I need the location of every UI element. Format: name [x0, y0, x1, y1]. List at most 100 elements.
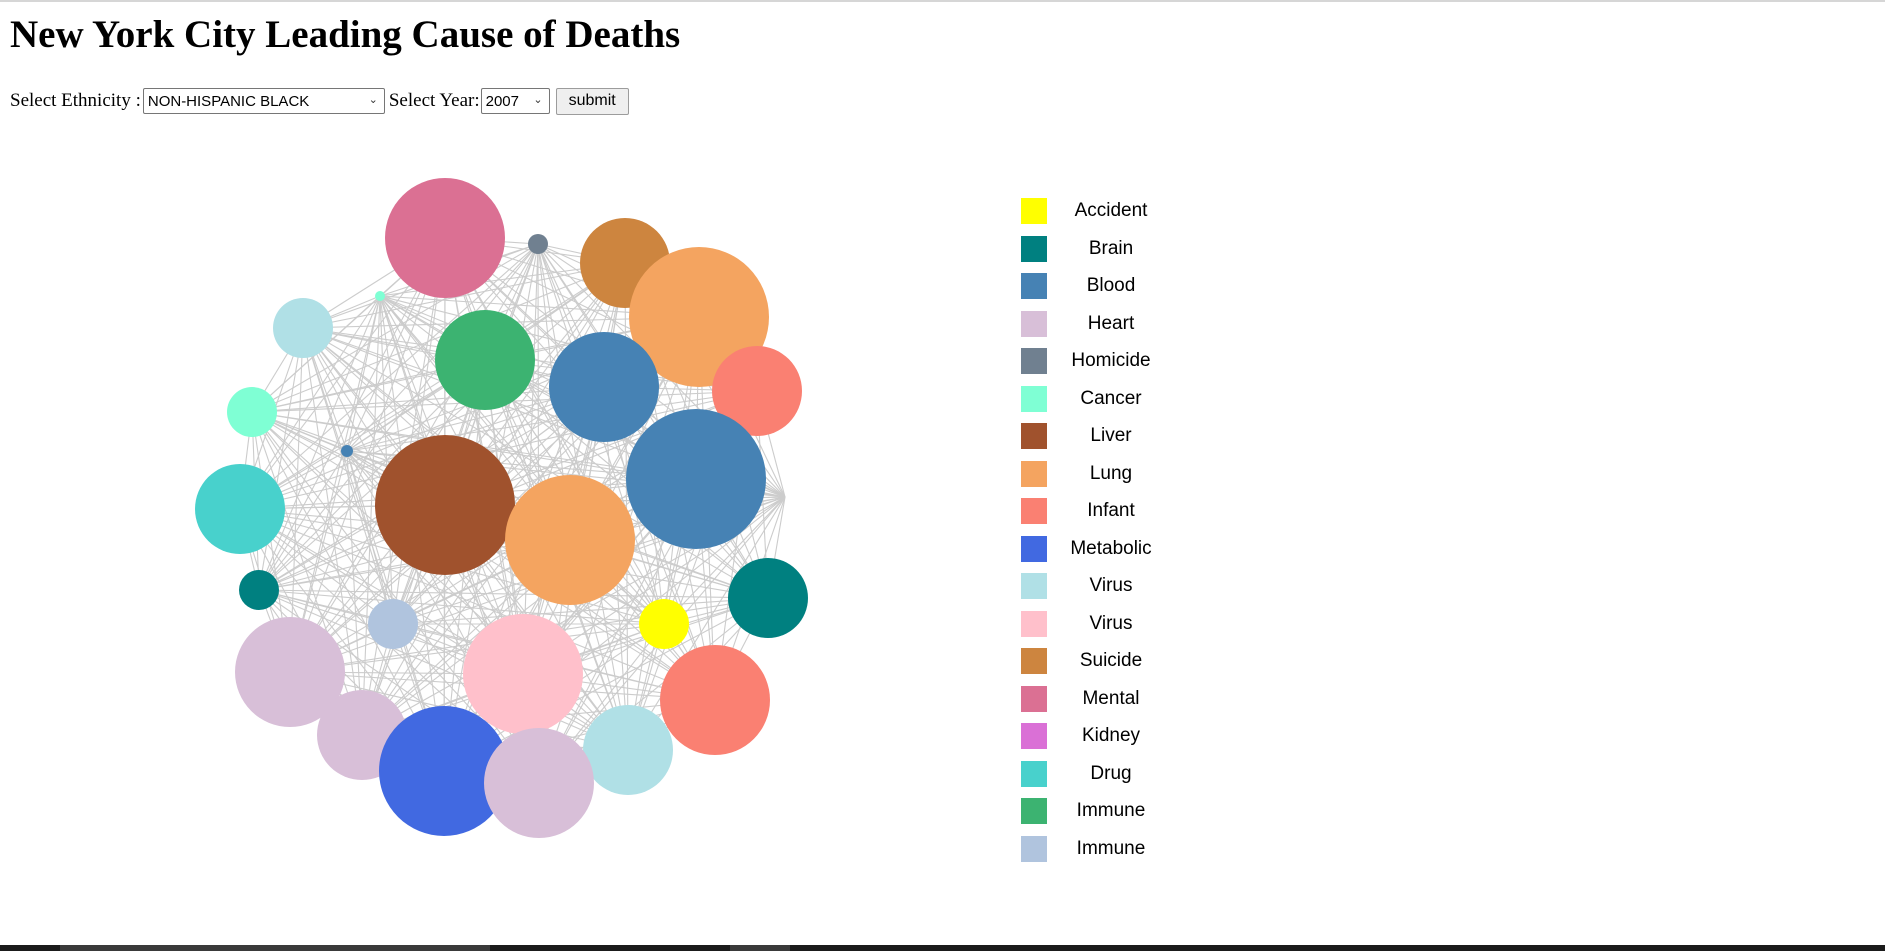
- chevron-down-icon: ⌄: [368, 94, 378, 106]
- graph-edge: [258, 262, 626, 591]
- graph-edge: [251, 262, 626, 413]
- year-label: Select Year:: [388, 90, 480, 111]
- node-heart[interactable]: [235, 617, 345, 727]
- legend-label: Accident: [1074, 200, 1148, 221]
- legend-label: Immune: [1076, 800, 1146, 821]
- node-liver[interactable]: [375, 435, 515, 575]
- legend-swatch: [1021, 235, 1047, 262]
- legend-label: Virus: [1089, 612, 1133, 634]
- graph-edge: [346, 295, 381, 452]
- legend-label: Homicide: [1071, 350, 1151, 371]
- node-drug[interactable]: [195, 464, 285, 554]
- year-select-value: 2007: [485, 92, 519, 110]
- legend-label: Brain: [1088, 237, 1134, 259]
- legend-swatch: [1021, 723, 1047, 749]
- graph-edge: [627, 496, 786, 751]
- ethnicity-select-value: NON-HISPANIC BLACK: [147, 92, 310, 110]
- chevron-down-icon: ⌄: [533, 94, 543, 106]
- graph-edge: [522, 243, 539, 675]
- legend-swatch: [1021, 760, 1047, 787]
- legend-label: Cancer: [1080, 387, 1142, 409]
- graph-edge: [392, 597, 769, 625]
- graph-edge: [663, 496, 786, 625]
- filter-controls: Select Ethnicity : NON-HISPANIC BLACK ⌄ …: [10, 87, 629, 115]
- graph-edge: [258, 589, 665, 625]
- legend-label: Mental: [1082, 687, 1140, 709]
- submit-button[interactable]: submit: [555, 87, 629, 115]
- node-mental[interactable]: [385, 178, 505, 298]
- graph-edge: [239, 243, 539, 510]
- graph-edge: [289, 295, 381, 673]
- graph-edge: [522, 262, 626, 675]
- node-virus[interactable]: [583, 705, 673, 795]
- legend-swatch: [1021, 310, 1047, 337]
- scrollbar-segment: [730, 945, 790, 951]
- legend-swatch: [1021, 273, 1047, 299]
- graph-edge: [302, 327, 363, 736]
- window-top-border: [0, 0, 1885, 2]
- legend-swatch: [1021, 348, 1047, 374]
- graph-edge: [258, 589, 769, 599]
- legend-swatch: [1021, 685, 1047, 712]
- node-infant[interactable]: [660, 645, 770, 755]
- graph-edge: [239, 262, 626, 510]
- node-infant[interactable]: [712, 346, 802, 436]
- legend-swatch: [1021, 798, 1047, 824]
- node-immune[interactable]: [368, 599, 418, 649]
- legend-swatch: [1021, 423, 1047, 449]
- graph-edge: [361, 478, 697, 736]
- ethnicity-label: Select Ethnicity :: [10, 90, 141, 111]
- graph-edge: [251, 386, 605, 413]
- year-select[interactable]: 2007 ⌄: [480, 88, 550, 114]
- node-lung[interactable]: [505, 475, 635, 605]
- legend-swatch: [1021, 460, 1047, 487]
- legend-swatch: [1021, 648, 1047, 674]
- graph-edge: [258, 450, 348, 591]
- node-homicide[interactable]: [528, 234, 548, 254]
- force-graph: [195, 178, 808, 838]
- legend-label: Metabolic: [1070, 537, 1152, 559]
- legend-label: Infant: [1087, 500, 1135, 521]
- node-brain[interactable]: [728, 558, 808, 638]
- legend-label: Lung: [1089, 462, 1133, 484]
- node-blood[interactable]: [341, 445, 353, 457]
- node-virus[interactable]: [463, 614, 583, 734]
- legend-swatch: [1021, 385, 1047, 412]
- legend-swatch: [1021, 610, 1047, 637]
- node-lung[interactable]: [629, 247, 769, 387]
- legend-label: Virus: [1089, 575, 1133, 596]
- legend-label: Drug: [1090, 762, 1132, 784]
- graph-edge: [603, 386, 716, 701]
- graph-edge: [346, 390, 758, 452]
- graph-edge: [346, 450, 394, 625]
- legend-swatch: [1021, 535, 1047, 562]
- node-brain[interactable]: [239, 570, 279, 610]
- legend-swatch: [1021, 198, 1047, 224]
- node-cancer[interactable]: [227, 387, 277, 437]
- legend-label: Immune: [1076, 837, 1146, 859]
- node-cancer[interactable]: [375, 291, 385, 301]
- legend-label: Blood: [1086, 275, 1136, 296]
- graph-edge: [289, 478, 697, 673]
- graph-edge: [258, 589, 629, 751]
- node-virus[interactable]: [273, 298, 333, 358]
- node-metabolic[interactable]: [379, 706, 509, 836]
- graph-edge: [251, 411, 394, 625]
- ethnicity-select[interactable]: NON-HISPANIC BLACK ⌄: [142, 88, 385, 114]
- legend-label: Kidney: [1081, 725, 1141, 746]
- node-blood[interactable]: [549, 332, 659, 442]
- legend-swatch: [1021, 573, 1047, 599]
- legend-swatch: [1021, 498, 1047, 524]
- graph-edge: [239, 508, 769, 599]
- node-heart[interactable]: [484, 728, 594, 838]
- graph-edge: [289, 327, 304, 673]
- graph-edge: [239, 390, 758, 510]
- node-blood[interactable]: [626, 409, 766, 549]
- legend-label: Liver: [1090, 425, 1132, 446]
- scrollbar-segment: [60, 945, 490, 951]
- bottom-scrollbar[interactable]: [0, 945, 1885, 951]
- node-immune[interactable]: [435, 310, 535, 410]
- graph-edge: [258, 327, 304, 591]
- node-accident[interactable]: [639, 599, 689, 649]
- page-title: New York City Leading Cause of Deaths: [10, 13, 681, 56]
